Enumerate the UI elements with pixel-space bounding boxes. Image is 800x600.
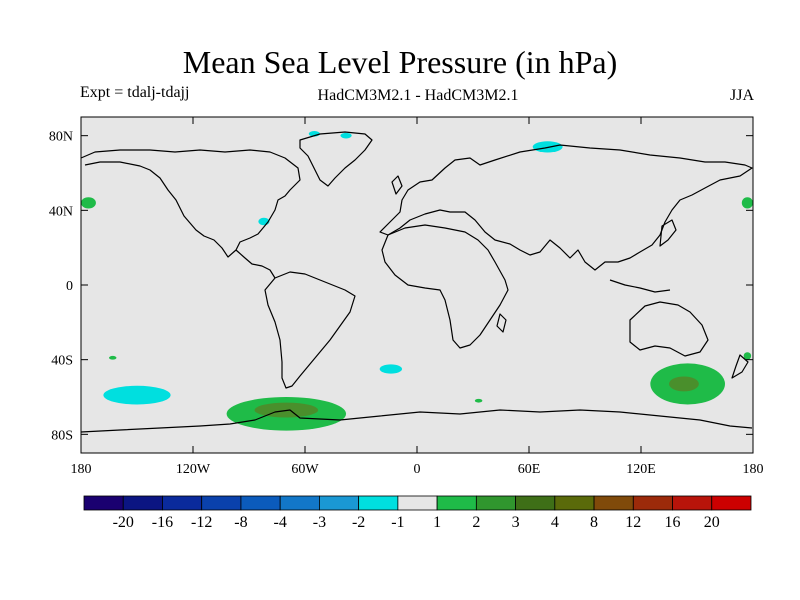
colorbar-swatch xyxy=(162,495,203,511)
y-tick-label: 80N xyxy=(49,130,73,145)
colorbar-swatch xyxy=(397,495,438,511)
coast-antarctica xyxy=(80,409,753,433)
anomaly-south-atlantic-negative xyxy=(379,364,403,374)
colorbar-swatch xyxy=(436,495,477,511)
coast-europe-asia xyxy=(379,144,753,271)
x-tick-label: 120E xyxy=(626,462,656,477)
colorbar-label: -4 xyxy=(274,514,287,531)
x-tick-label: 180 xyxy=(743,462,764,477)
colorbar-swatch xyxy=(319,495,360,511)
coast-north-america xyxy=(80,149,301,258)
colorbar-swatch xyxy=(279,495,320,511)
colorbar-swatch xyxy=(358,495,399,511)
coast-central-america xyxy=(235,249,276,279)
colorbar-label: 2 xyxy=(472,514,480,531)
y-tick-label: 40N xyxy=(49,204,73,219)
coast-new-zealand xyxy=(731,354,749,379)
colorbar-swatch xyxy=(475,495,516,511)
y-tick-label: 40S xyxy=(51,354,73,369)
x-tick-label: 180 xyxy=(71,462,92,477)
colorbar-label: -20 xyxy=(113,514,134,531)
anomaly-southeast-pacific-negative xyxy=(103,385,171,405)
colorbar-swatch xyxy=(554,495,595,511)
model-comparison-label: HadCM3M2.1 - HadCM3M2.1 xyxy=(317,87,519,104)
x-tick-label: 60E xyxy=(518,462,541,477)
coast-british-isles xyxy=(391,175,403,195)
anomaly-new-zealand-positive xyxy=(743,352,752,360)
anomaly-pacific-west-positive xyxy=(741,197,754,209)
colorbar-label: 1 xyxy=(433,514,441,531)
colorbar-label: -2 xyxy=(352,514,365,531)
colorbar-label: -12 xyxy=(191,514,212,531)
colorbar-swatch xyxy=(240,495,281,511)
colorbar-swatch xyxy=(515,495,556,511)
coast-indonesia xyxy=(609,279,671,293)
colorbar-label: -16 xyxy=(152,514,173,531)
coast-south-america xyxy=(264,271,356,389)
colorbar-label: -3 xyxy=(313,514,326,531)
anomaly-pacific-east-positive xyxy=(81,197,96,209)
anomaly-layer xyxy=(81,131,754,431)
y-tick-label: 80S xyxy=(51,428,73,443)
coast-madagascar xyxy=(496,313,507,333)
coast-australia xyxy=(629,301,709,357)
colorbar-swatch xyxy=(711,495,752,511)
colorbar-swatch xyxy=(672,495,713,511)
axis-ticks: 180 120W 60W 0 60E 120E 180 80N 40N 0 40S 80S xyxy=(49,117,764,477)
anomaly-tasman-positive-core xyxy=(669,376,699,392)
coast-greenland xyxy=(299,131,373,187)
anomaly-south-pacific-positive xyxy=(109,355,117,360)
colorbar-swatch xyxy=(83,495,124,511)
colorbar-label: 12 xyxy=(625,514,641,531)
colorbar-label: 4 xyxy=(551,514,559,531)
colorbar-label: -8 xyxy=(234,514,247,531)
colorbar-swatch xyxy=(593,495,634,511)
colorbar-swatch xyxy=(122,495,163,511)
colorbar-label: 8 xyxy=(590,514,598,531)
x-tick-label: 60W xyxy=(291,462,319,477)
season-label: JJA xyxy=(729,87,754,104)
coast-africa xyxy=(381,224,509,349)
colorbar: -20 -16 -12 -8 -4 -3 -2 -1 1 2 3 4 8 12 16 20 xyxy=(83,495,752,531)
x-tick-label: 0 xyxy=(414,462,421,477)
colorbar-swatch xyxy=(201,495,242,511)
anomaly-south-indian-positive xyxy=(474,398,483,403)
map-title: Mean Sea Level Pressure (in hPa) xyxy=(182,44,618,80)
colorbar-label: 20 xyxy=(704,514,720,531)
map-background xyxy=(81,117,753,453)
colorbar-label: -1 xyxy=(391,514,404,531)
coastlines xyxy=(80,131,753,433)
colorbar-label: 16 xyxy=(665,514,681,531)
colorbar-swatch xyxy=(632,495,673,511)
experiment-label: Expt = tdalj-tdajj xyxy=(80,84,190,101)
anomaly-greenland-negative-b xyxy=(340,132,352,139)
colorbar-label: 3 xyxy=(512,514,520,531)
y-tick-label: 0 xyxy=(66,279,73,294)
coast-japan xyxy=(659,219,677,247)
x-tick-label: 120W xyxy=(176,462,211,477)
